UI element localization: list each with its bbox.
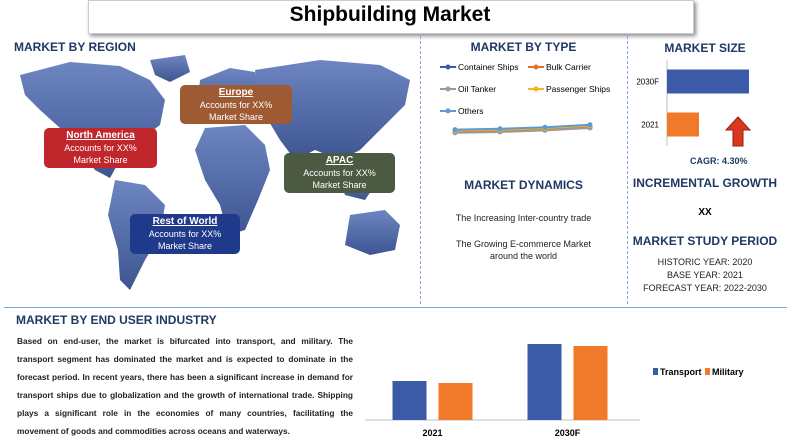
incremental-value: XX — [698, 207, 712, 218]
end-user-text: Based on end-user, the market is bifurca… — [17, 336, 353, 436]
dynamics-item: The Growing E-commerce Market around the… — [455, 239, 592, 261]
study-heading: MARKET STUDY PERIOD — [632, 234, 778, 248]
series-line — [454, 123, 591, 131]
region-share: Accounts for XX% — [64, 143, 137, 153]
dynamics-item: The Increasing Inter-country trade — [455, 213, 592, 223]
point — [452, 127, 458, 133]
legend-label: Military — [712, 367, 744, 377]
region-name: Rest of World — [152, 216, 218, 227]
x-tick-label: 2021 — [422, 428, 442, 438]
legend-swatch — [445, 86, 451, 92]
cagr: CAGR: 4.30% — [690, 156, 748, 166]
y-tick-label: 2021 — [641, 121, 659, 130]
type-heading: MARKET BY TYPE — [470, 40, 577, 54]
region-share: Accounts for XX% — [148, 229, 222, 239]
region-name: APAC — [325, 155, 354, 166]
region-share: Market Share — [157, 241, 213, 251]
region-box: Europe Accounts for XX% Market Share — [180, 85, 292, 124]
page-title: Shipbuilding Market — [289, 3, 491, 26]
bar — [392, 381, 427, 420]
region-box: North America Accounts for XX% Market Sh… — [44, 128, 157, 168]
legend-swatch — [705, 368, 710, 375]
divider — [4, 307, 787, 308]
bar — [667, 69, 749, 94]
growth-arrow — [724, 116, 752, 147]
dynamics-heading: MARKET DYNAMICS — [464, 178, 583, 192]
region-box: APAC Accounts for XX% Market Share — [284, 153, 395, 193]
point — [542, 124, 548, 130]
region-share: Market Share — [73, 155, 128, 165]
incremental-heading: INCREMENTAL GROWTH — [632, 176, 778, 190]
title-box — [88, 0, 694, 34]
end-user-heading: MARKET BY END USER INDUSTRY — [16, 313, 217, 327]
region-box: Rest of World Accounts for XX% Market Sh… — [130, 214, 240, 254]
legend-label: Transport — [660, 367, 702, 377]
region-share: Accounts for XX% — [199, 100, 273, 110]
legend-swatch — [653, 368, 658, 375]
study-line: HISTORIC YEAR: 2020 — [657, 257, 753, 267]
legend-swatch — [533, 64, 539, 70]
divider — [627, 36, 628, 304]
region-name: Europe — [218, 87, 254, 98]
legend-label: Container Ships — [458, 62, 518, 72]
region-heading: MARKET BY REGION — [14, 40, 136, 54]
legend-label: Oil Tanker — [458, 84, 496, 94]
bar — [573, 346, 608, 420]
region-share: Market Share — [312, 180, 367, 190]
bar — [667, 112, 699, 137]
legend-label: Passenger Ships — [546, 84, 610, 94]
legend-swatch — [445, 108, 451, 114]
region-share: Accounts for XX% — [303, 168, 376, 178]
y-tick-label: 2030F — [636, 78, 659, 87]
point — [497, 126, 503, 132]
study-line: BASE YEAR: 2021 — [667, 270, 743, 280]
divider — [420, 36, 421, 304]
bar — [527, 344, 562, 420]
legend-swatch — [445, 64, 451, 70]
bar — [438, 383, 473, 420]
size-heading: MARKET SIZE — [664, 41, 746, 55]
point — [587, 122, 593, 128]
legend-label: Bulk Carrier — [546, 62, 591, 72]
legend-swatch — [533, 86, 539, 92]
legend-label: Others — [458, 106, 484, 116]
region-name: North America — [66, 130, 135, 141]
region-share: Market Share — [208, 112, 264, 122]
series-line — [454, 127, 591, 134]
x-tick-label: 2030F — [555, 428, 581, 438]
study-line: FORECAST YEAR: 2022-2030 — [643, 283, 767, 293]
